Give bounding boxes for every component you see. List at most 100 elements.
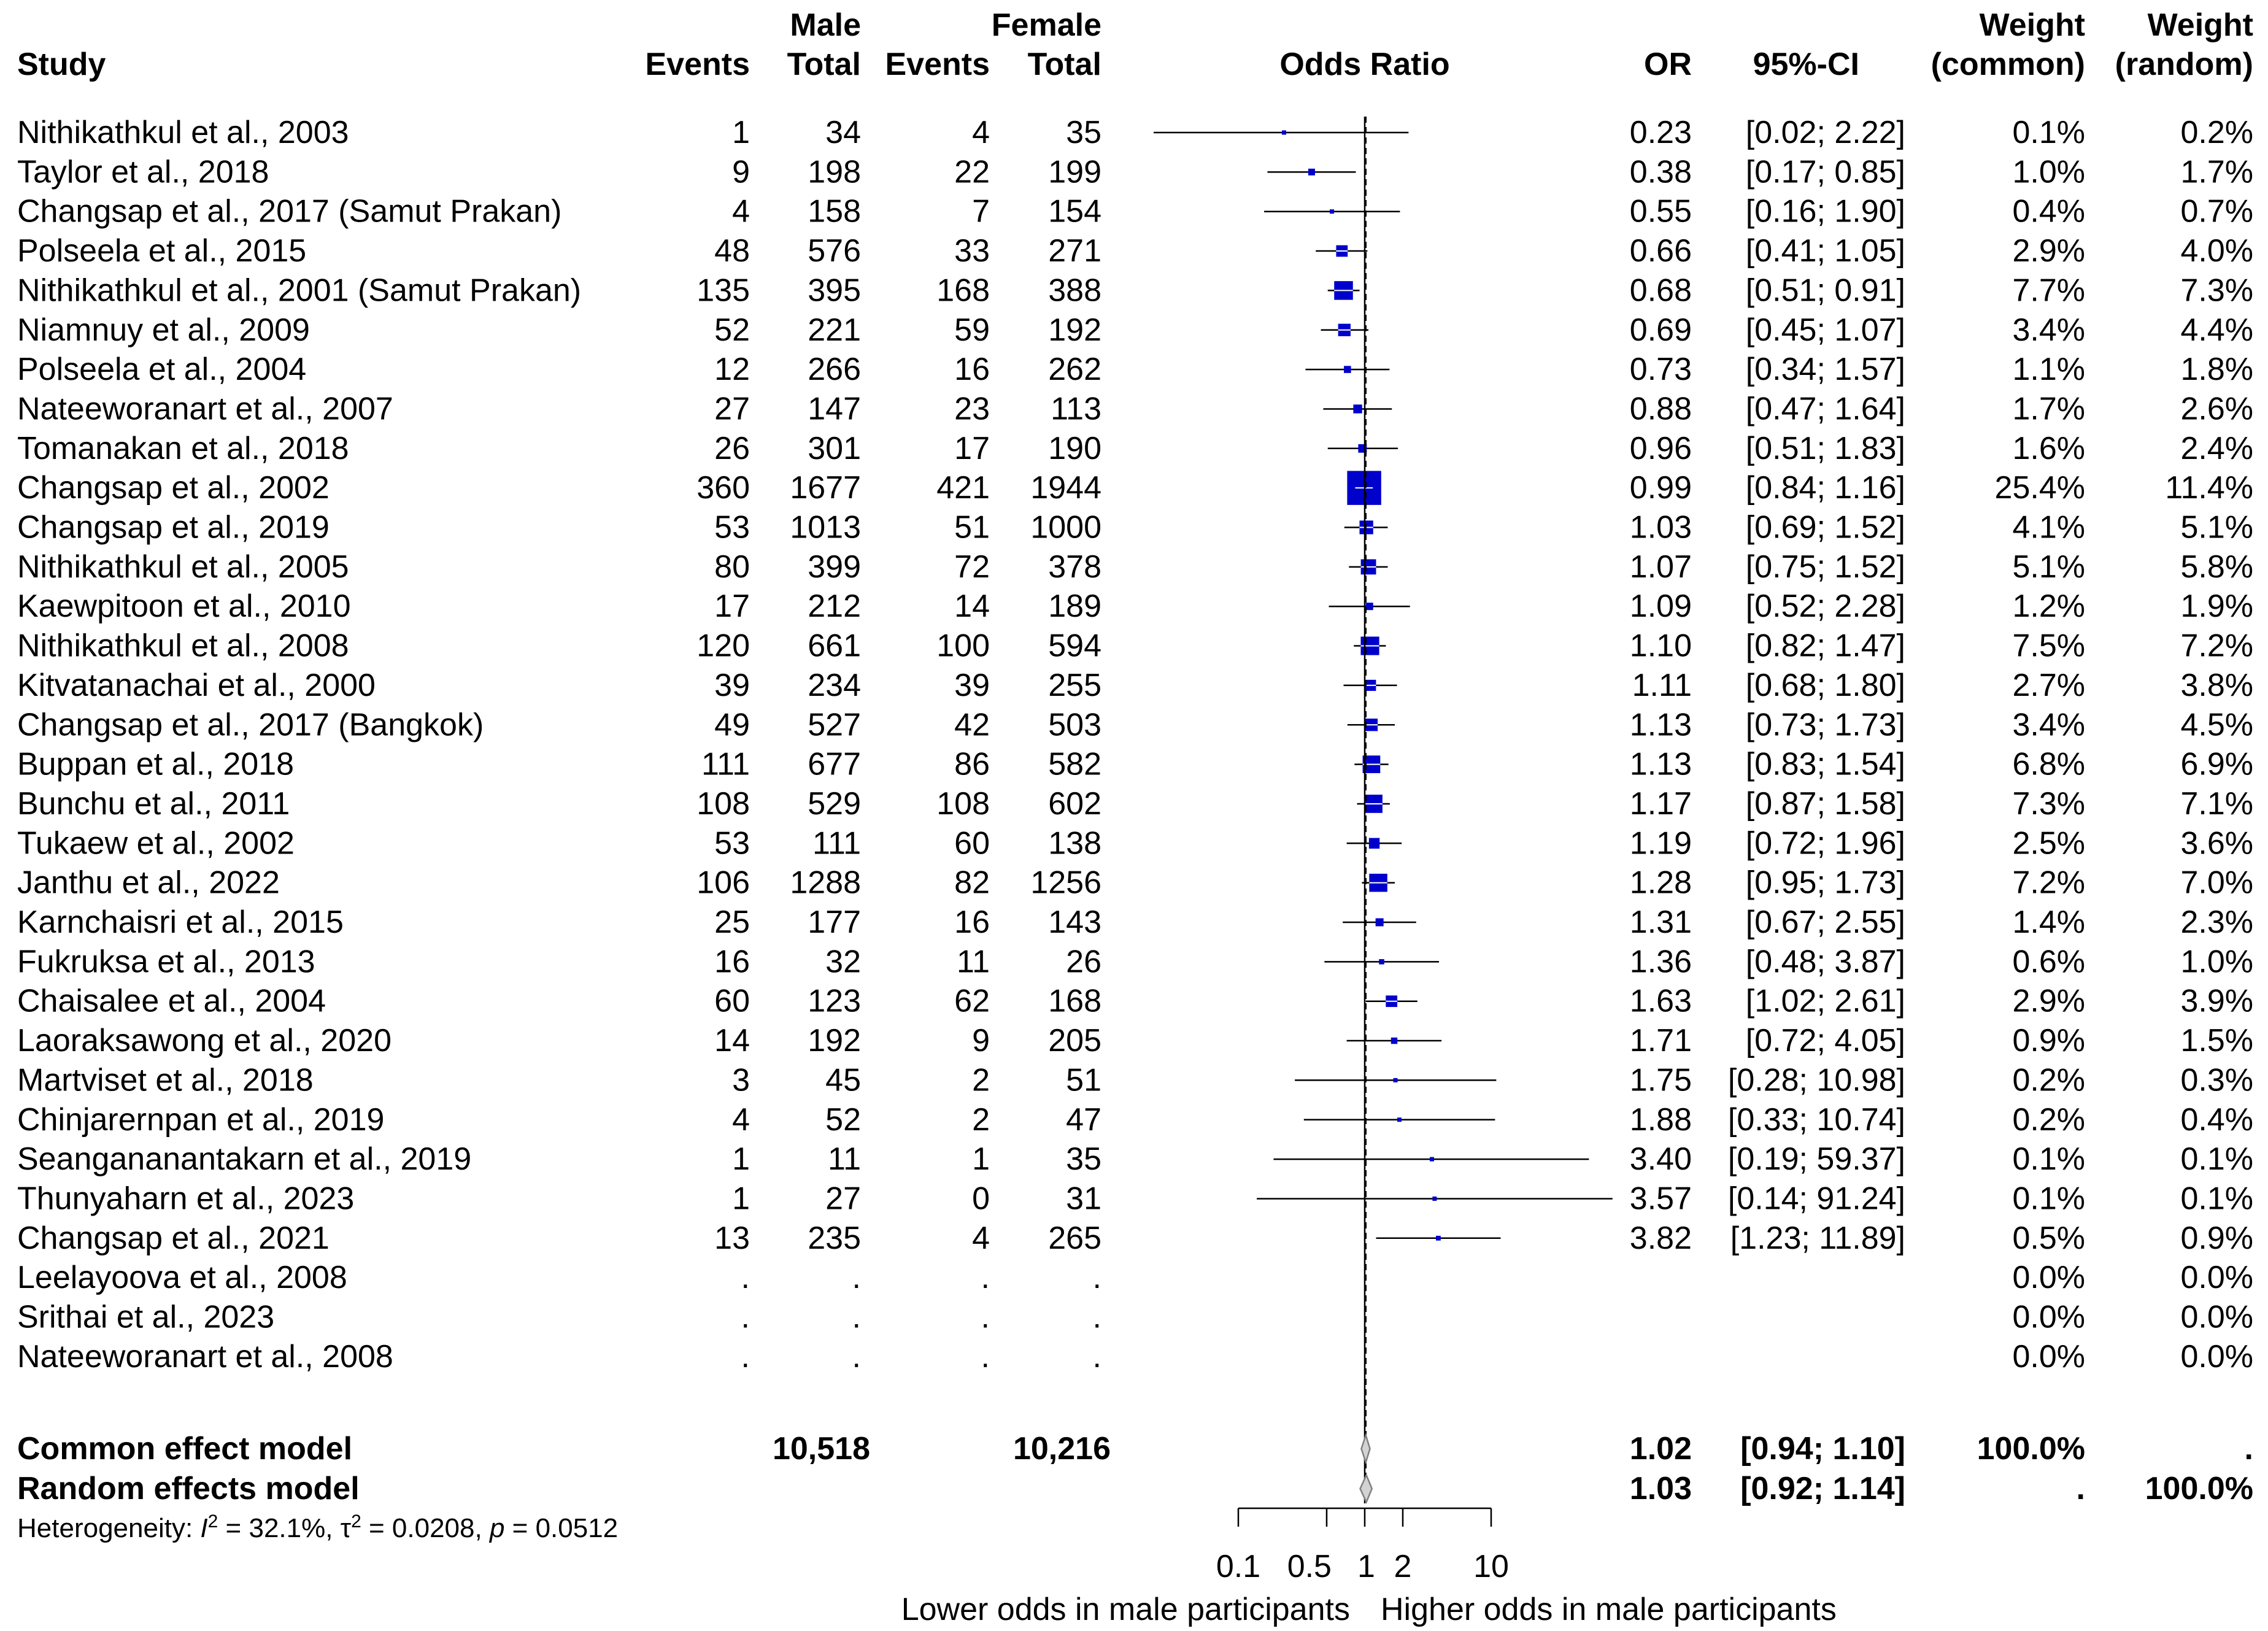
or-value: 0.69 (1630, 312, 1692, 348)
or-value: 1.11 (1632, 668, 1692, 703)
male-events: 1 (732, 1141, 750, 1177)
female-events: 421 (936, 470, 990, 506)
female-events: 1 (972, 1141, 990, 1177)
or-value: 1.63 (1630, 984, 1692, 1019)
study-label: Changsap et al., 2019 (17, 510, 330, 546)
study-label: Janthu et al., 2022 (17, 865, 280, 901)
ci-value: [0.52; 2.28] (1746, 588, 1905, 624)
x-tick-label: 2 (1394, 1549, 1412, 1584)
male-total: 235 (808, 1220, 861, 1256)
or-value: 1.03 (1630, 510, 1692, 546)
male-total: 27 (825, 1181, 861, 1216)
ci-value: [0.84; 1.16] (1746, 470, 1905, 506)
female-total: . (1093, 1260, 1101, 1295)
weight-random: 7.1% (2180, 786, 2253, 822)
study-label: Srithai et al., 2023 (17, 1300, 274, 1335)
male-total: 399 (808, 549, 861, 585)
study-square (1397, 1117, 1402, 1122)
female-events: 51 (954, 510, 990, 546)
study-label: Tomanakan et al., 2018 (17, 431, 349, 466)
study-square (1365, 603, 1373, 611)
female-total: 189 (1048, 588, 1101, 624)
weight-common: 0.9% (2012, 1023, 2085, 1058)
study-label: Nateeworanart et al., 2008 (17, 1339, 393, 1375)
female-events: 60 (954, 825, 990, 861)
female-events: 16 (954, 352, 990, 387)
ci-value: [0.95; 1.73] (1746, 865, 1905, 901)
ci-value: [0.45; 1.07] (1746, 312, 1905, 348)
weight-random: 11.4% (2165, 470, 2253, 506)
female-total: 51 (1066, 1062, 1101, 1098)
x-tick-label: 10 (1473, 1549, 1509, 1584)
study-label: Changsap et al., 2002 (17, 470, 330, 506)
male-total: 52 (825, 1102, 861, 1138)
or-value: 1.07 (1630, 549, 1692, 585)
weight-common: 1.2% (2012, 588, 2085, 624)
study-label: Nateeworanart et al., 2007 (17, 391, 393, 426)
female-total: 594 (1048, 628, 1101, 664)
header-ci: 95%-CI (1753, 47, 1859, 82)
female-total: . (1093, 1339, 1101, 1375)
female-total: 265 (1048, 1220, 1101, 1256)
weight-random: 0.0% (2180, 1260, 2253, 1295)
male-total: 32 (825, 944, 861, 979)
ci-value: [0.51; 1.83] (1746, 431, 1905, 466)
male-total: 1288 (790, 865, 861, 901)
male-total: 266 (808, 352, 861, 387)
study-label: Kaewpitoon et al., 2010 (17, 588, 351, 624)
male-events: . (741, 1339, 750, 1375)
weight-common: 7.3% (2012, 786, 2085, 822)
x-tick-label: 1 (1357, 1549, 1375, 1584)
female-events: 2 (972, 1062, 990, 1098)
pooled-ci: [0.94; 1.10] (1740, 1431, 1905, 1467)
pooled-male-total: 10,518 (773, 1431, 870, 1467)
study-square (1379, 959, 1384, 965)
study-square (1344, 366, 1351, 373)
female-total: . (1093, 1300, 1101, 1335)
male-total: 1013 (790, 510, 861, 546)
study-label: Nithikathkul et al., 2005 (17, 549, 349, 585)
female-total: 168 (1048, 984, 1101, 1019)
weight-random: 2.3% (2180, 904, 2253, 940)
study-square (1393, 1078, 1398, 1082)
ci-value: [1.23; 11.89] (1730, 1220, 1905, 1256)
pooled-or: 1.03 (1630, 1471, 1692, 1506)
male-events: 360 (696, 470, 750, 506)
female-total: 388 (1048, 272, 1101, 308)
female-events: 39 (954, 668, 990, 703)
weight-common: 4.1% (2012, 510, 2085, 546)
male-events: . (741, 1260, 750, 1295)
male-total: 221 (808, 312, 861, 348)
male-events: 106 (696, 865, 750, 901)
female-events: 2 (972, 1102, 990, 1138)
weight-common: 7.7% (2012, 272, 2085, 308)
male-events: 111 (701, 747, 750, 782)
weight-common: 0.1% (2012, 115, 2085, 150)
study-label: Buppan et al., 2018 (17, 747, 294, 782)
male-events: 39 (714, 668, 750, 703)
weight-random: 7.3% (2180, 272, 2253, 308)
female-events: 108 (936, 786, 990, 822)
female-total: 138 (1048, 825, 1101, 861)
female-events: 42 (954, 707, 990, 742)
header-male: Male (790, 7, 861, 43)
male-events: 135 (696, 272, 750, 308)
male-events: . (741, 1300, 750, 1335)
weight-common: 0.5% (2012, 1220, 2085, 1256)
female-total: 35 (1066, 115, 1101, 150)
female-events: 23 (954, 391, 990, 426)
male-events: 4 (732, 1102, 750, 1138)
weight-random: 0.0% (2180, 1339, 2253, 1375)
male-total: 395 (808, 272, 861, 308)
female-events: 86 (954, 747, 990, 782)
female-total: 199 (1048, 154, 1101, 190)
female-total: 154 (1048, 194, 1101, 229)
study-label: Tukaew et al., 2002 (17, 825, 295, 861)
female-events: 62 (954, 984, 990, 1019)
ci-value: [0.17; 0.85] (1746, 154, 1905, 190)
male-events: 60 (714, 984, 750, 1019)
study-label: Polseela et al., 2004 (17, 352, 306, 387)
weight-common: 2.9% (2012, 233, 2085, 269)
female-events: 0 (972, 1181, 990, 1216)
male-total: 147 (808, 391, 861, 426)
